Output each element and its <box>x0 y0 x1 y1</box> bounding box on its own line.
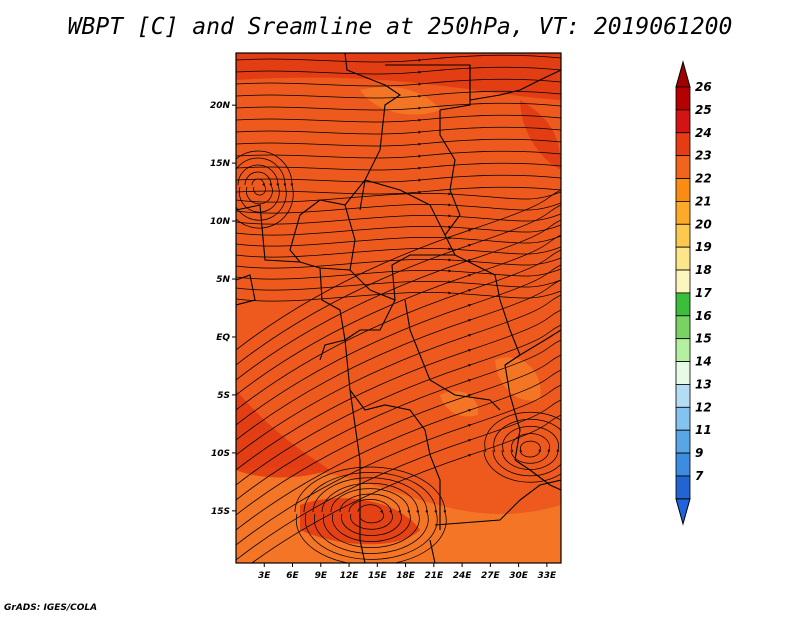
colorbar-segment <box>675 338 691 362</box>
lat-tick-label: 10S <box>211 449 230 459</box>
colorbar-label: 9 <box>695 446 703 460</box>
colorbar-label: 14 <box>695 355 712 369</box>
colorbar-segment <box>675 200 691 225</box>
colorbar-segment <box>675 109 691 134</box>
lon-tick-label: 24E <box>453 571 473 581</box>
colorbar-label: 16 <box>695 309 712 323</box>
colorbar-label: 20 <box>695 217 712 231</box>
colorbar-label: 18 <box>695 263 712 277</box>
colorbar-segment <box>675 292 691 317</box>
colorbar-segment <box>675 406 691 431</box>
colorbar-upper-arrow <box>675 60 691 88</box>
colorbar-segment <box>675 246 691 271</box>
lat-tick-label: 20N <box>210 101 231 111</box>
lat-tick-label: 5S <box>217 391 230 401</box>
lat-tick-label: 10N <box>210 217 231 227</box>
colorbar-segment <box>675 155 691 179</box>
colorbar-label: 11 <box>695 423 712 437</box>
lon-tick-label: 6E <box>286 571 299 581</box>
colorbar-label: 22 <box>695 172 712 186</box>
colorbar-segment <box>675 223 691 248</box>
colorbar-segment <box>675 86 691 111</box>
colorbar-segment <box>675 361 691 385</box>
lon-tick-label: 27E <box>481 571 501 581</box>
colorbar-label: 21 <box>695 194 712 208</box>
colorbar-segment <box>675 269 691 294</box>
lon-tick-label: 15E <box>368 571 388 581</box>
colorbar-segment <box>675 429 691 454</box>
grads-credit: GrADS: IGES/COLA <box>4 603 98 613</box>
country-borders <box>236 53 561 563</box>
streamlines <box>236 54 561 563</box>
colorbar-label: 12 <box>695 400 712 414</box>
colorbar-label: 24 <box>695 126 712 140</box>
map-panel: 20N 15N 10N 5N EQ 5S 10S 15S 3E 6E 9E 12E 15E 18E 21E… <box>210 52 562 581</box>
colorbar-segment <box>675 132 691 157</box>
colorbar-label: 13 <box>695 377 712 391</box>
lon-tick-label: 12E <box>340 571 360 581</box>
lon-tick-label: 18E <box>396 571 416 581</box>
lon-tick-label: 21E <box>424 571 444 581</box>
lat-tick-label: 15N <box>210 159 231 169</box>
lat-tick-label: EQ <box>216 333 230 343</box>
colorbar-segment <box>675 452 691 477</box>
lon-tick-label: 3E <box>258 571 271 581</box>
colorbar: 26 25 24 23 22 21 20 19 18 17 16 15 14 13 12 11 9 7 <box>675 60 712 526</box>
colorbar-label: 7 <box>695 469 704 483</box>
map-frame <box>235 52 562 564</box>
lat-tick-label: 5N <box>216 275 230 285</box>
colorbar-label: 15 <box>695 332 712 346</box>
colorbar-label: 17 <box>695 286 712 300</box>
colorbar-label: 26 <box>695 80 712 94</box>
lon-tick-label: 33E <box>538 571 558 581</box>
colorbar-segment <box>675 384 691 408</box>
latitude-axis: 20N 15N 10N 5N EQ 5S 10S 15S <box>210 101 236 517</box>
colorbar-label: 19 <box>695 240 712 254</box>
lon-tick-label: 30E <box>509 571 529 581</box>
colorbar-segment <box>675 475 691 500</box>
chart-title: WBPT [C] and Sreamline at 250hPa, VT: 20… <box>67 14 733 40</box>
lat-tick-label: 15S <box>211 507 230 517</box>
longitude-axis: 3E 6E 9E 12E 15E 18E 21E 24E 27E 30E 33E <box>258 563 557 581</box>
colorbar-segment <box>675 315 691 340</box>
colorbar-segment <box>675 178 691 202</box>
colorbar-label: 23 <box>695 149 712 163</box>
colorbar-lower-arrow <box>675 498 691 526</box>
colorbar-label: 25 <box>695 103 712 117</box>
lon-tick-label: 9E <box>315 571 328 581</box>
